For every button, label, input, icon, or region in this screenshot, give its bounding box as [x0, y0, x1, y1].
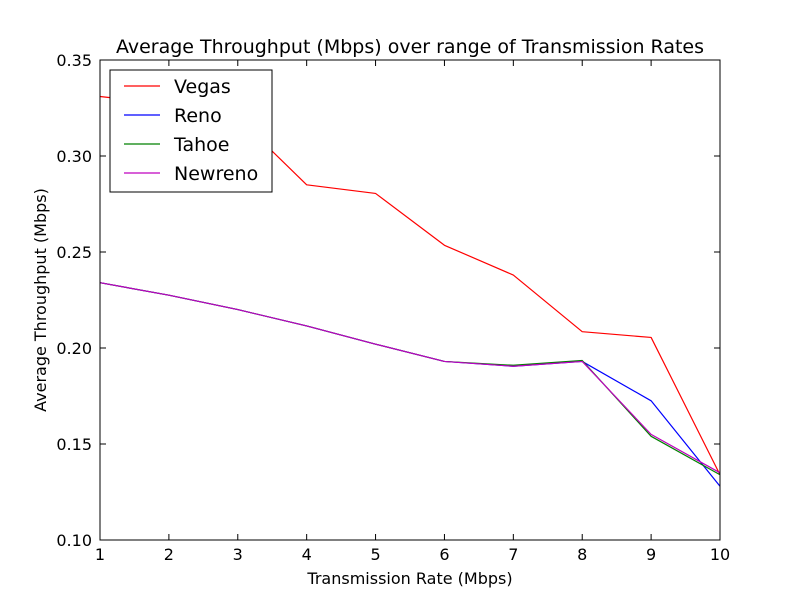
- x-tick-label: 6: [439, 545, 449, 564]
- x-tick-label: 3: [233, 545, 243, 564]
- axis-ticks: 1 2 3 4 5 6 7 8 9 10 0.10 0.15 0.20 0.25 0.30 0.35: [56, 51, 730, 564]
- legend-label-tahoe: Tahoe: [173, 134, 229, 156]
- series-line-newreno: [99, 282, 721, 474]
- x-tick-label: 4: [302, 545, 312, 564]
- y-tick-label: 0.20: [56, 339, 92, 358]
- y-tick-label: 0.25: [56, 243, 92, 262]
- legend-label-reno: Reno: [174, 105, 222, 127]
- y-tick-label: 0.10: [56, 531, 92, 550]
- legend-label-newreno: Newreno: [174, 163, 258, 185]
- y-tick-label: 0.30: [56, 147, 92, 166]
- y-axis-label: Average Throughput (Mbps): [31, 188, 50, 412]
- x-tick-label: 2: [164, 545, 174, 564]
- x-tick-label: 8: [577, 545, 587, 564]
- legend: Vegas Reno Tahoe Newreno: [109, 69, 273, 193]
- x-tick-label: 9: [646, 545, 656, 564]
- x-tick-label: 7: [508, 545, 518, 564]
- legend-label-vegas: Vegas: [174, 76, 231, 98]
- x-tick-label: 1: [95, 545, 105, 564]
- y-tick-label: 0.35: [56, 51, 92, 70]
- legend-box: [109, 69, 273, 193]
- x-tick-label: 5: [370, 545, 380, 564]
- x-tick-label: 10: [710, 545, 730, 564]
- y-tick-label: 0.15: [56, 435, 92, 454]
- chart-title: Average Throughput (Mbps) over range of …: [116, 36, 704, 58]
- plot-frame: [99, 59, 721, 541]
- x-axis-label: Transmission Rate (Mbps): [306, 569, 512, 588]
